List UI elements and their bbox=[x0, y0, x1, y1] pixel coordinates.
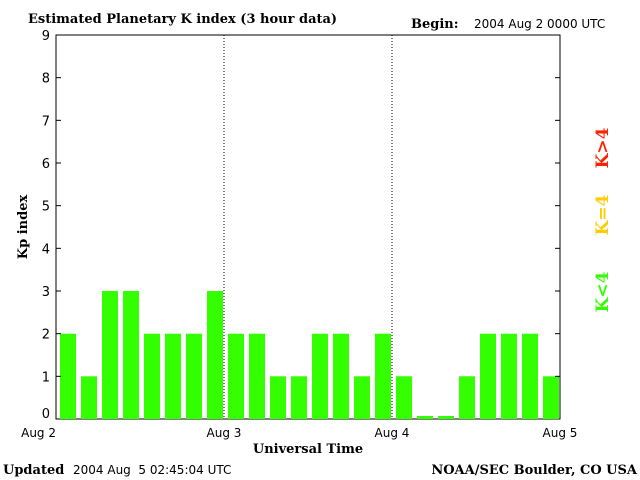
updated-value: 2004 Aug 5 02:45:04 UTC bbox=[73, 463, 231, 477]
kp-bar bbox=[438, 416, 454, 419]
kp-bar bbox=[333, 333, 349, 419]
legend-k-below-4: K<4 bbox=[593, 271, 613, 312]
kp-bar bbox=[417, 416, 433, 419]
y-tick-label: 8 bbox=[42, 72, 50, 87]
begin-value: 2004 Aug 2 0000 UTC bbox=[474, 17, 605, 31]
updated-label: Updated bbox=[3, 463, 64, 478]
kp-bar bbox=[480, 333, 496, 419]
kp-bar bbox=[81, 376, 97, 419]
x-axis-label: Universal Time bbox=[253, 442, 363, 457]
y-tick-label: 9 bbox=[42, 29, 50, 44]
kp-bar bbox=[144, 333, 160, 419]
kp-bar bbox=[501, 333, 517, 419]
source-credit: NOAA/SEC Boulder, CO USA bbox=[431, 463, 638, 478]
kp-bar bbox=[249, 333, 265, 419]
y-tick-label: 2 bbox=[42, 328, 50, 343]
y-tick-label: 6 bbox=[42, 157, 50, 172]
y-tick-label: 1 bbox=[42, 370, 50, 385]
kp-bar bbox=[228, 333, 244, 419]
kp-bar bbox=[375, 333, 391, 419]
kp-bar bbox=[459, 376, 475, 419]
kp-bar bbox=[186, 333, 202, 419]
kp-bar bbox=[123, 291, 139, 419]
kp-bar bbox=[60, 333, 76, 419]
kp-bar bbox=[522, 333, 538, 419]
kp-bar bbox=[312, 333, 328, 419]
kp-bar bbox=[354, 376, 370, 419]
kp-bar bbox=[270, 376, 286, 419]
chart-title: Estimated Planetary K index (3 hour data… bbox=[28, 12, 337, 27]
plot-area bbox=[55, 34, 561, 420]
kp-bar bbox=[291, 376, 307, 419]
y-tick-label: 4 bbox=[42, 242, 50, 257]
x-tick-label: Aug 4 bbox=[375, 426, 410, 440]
begin-label: Begin: bbox=[411, 17, 459, 32]
kp-bar bbox=[543, 376, 559, 419]
y-tick-label: 0 bbox=[42, 407, 50, 422]
kp-bar bbox=[102, 291, 118, 419]
kp-bar bbox=[165, 333, 181, 419]
x-tick-label: Aug 3 bbox=[207, 426, 242, 440]
y-tick-label: 5 bbox=[42, 200, 50, 215]
x-tick-label: Aug 2 bbox=[21, 426, 56, 440]
x-tick-label: Aug 5 bbox=[543, 426, 578, 440]
kp-bar bbox=[396, 376, 412, 419]
legend-k-above-4: K>4 bbox=[593, 127, 613, 168]
y-tick-label: 7 bbox=[42, 114, 50, 129]
y-axis-label: Kp index bbox=[16, 195, 31, 260]
y-tick-label: 3 bbox=[42, 285, 50, 300]
kp-bar bbox=[207, 291, 223, 419]
legend-k-equals-4: K=4 bbox=[593, 194, 613, 235]
